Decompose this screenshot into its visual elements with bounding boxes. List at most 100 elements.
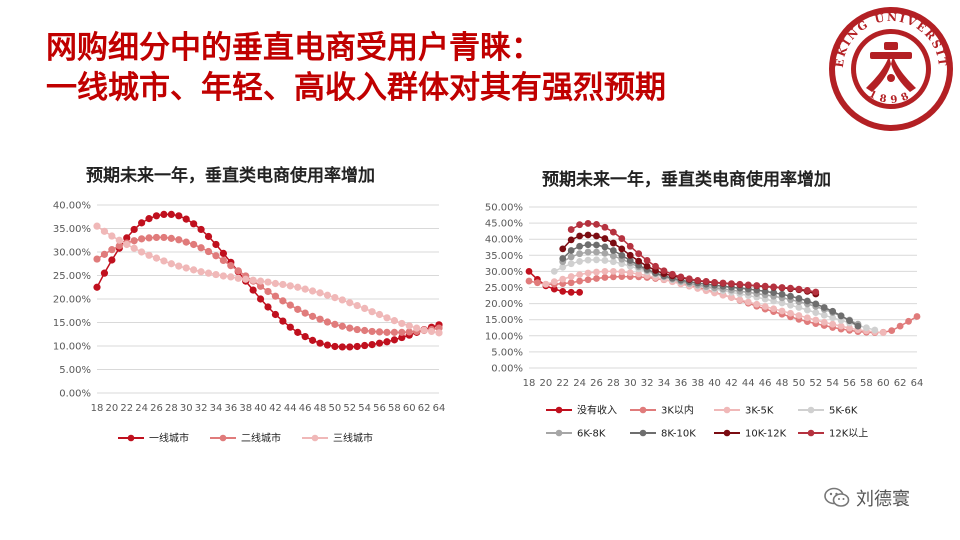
data-point: [601, 257, 609, 264]
data-point: [770, 297, 778, 305]
data-point: [787, 309, 794, 317]
data-point: [728, 294, 735, 301]
y-tick-label: 20.00%: [53, 295, 91, 306]
data-point: [803, 286, 811, 294]
data-point: [601, 243, 609, 251]
data-point: [264, 287, 272, 296]
data-point: [353, 301, 361, 310]
data-point: [576, 221, 584, 229]
data-point: [286, 282, 294, 290]
data-point: [593, 241, 600, 249]
data-point: [353, 325, 361, 334]
data-point: [584, 276, 592, 284]
data-point: [212, 270, 220, 279]
data-point: [609, 228, 617, 236]
data-point: [609, 247, 617, 254]
data-point: [219, 249, 227, 258]
data-point: [138, 235, 146, 243]
data-point: [375, 328, 384, 336]
data-point: [685, 275, 693, 283]
data-point: [550, 285, 558, 293]
data-point: [609, 239, 617, 247]
data-point: [812, 316, 820, 324]
data-point: [175, 212, 183, 220]
legend-label: 二线城市: [241, 432, 281, 445]
data-point: [567, 279, 575, 287]
data-point: [108, 232, 116, 240]
x-tick-label: 38: [239, 403, 252, 414]
data-point: [353, 342, 361, 351]
data-point: [761, 303, 769, 310]
data-point: [167, 234, 175, 242]
data-point: [643, 262, 651, 270]
series-5: [559, 241, 862, 330]
data-point: [361, 326, 369, 335]
data-point: [803, 314, 811, 322]
data-point: [609, 258, 617, 266]
data-point: [197, 244, 205, 252]
data-point: [593, 220, 600, 228]
data-point: [182, 238, 190, 246]
data-point: [584, 269, 592, 277]
legend-label: 5K-6K: [829, 406, 858, 417]
data-point: [212, 252, 220, 260]
data-point: [309, 336, 317, 344]
data-point: [559, 287, 567, 295]
x-tick-label: 24: [135, 403, 148, 414]
data-point: [888, 327, 896, 335]
data-point: [584, 241, 592, 249]
data-point: [626, 242, 634, 250]
data-point: [609, 273, 617, 281]
data-point: [601, 274, 609, 281]
data-point: [190, 220, 198, 228]
slide-title-line1: 网购细分中的垂直电商受用户青睐：: [46, 30, 542, 66]
data-point: [212, 240, 220, 249]
legend-marker: [807, 406, 815, 414]
data-point: [309, 287, 317, 295]
data-point: [728, 280, 735, 288]
data-point: [145, 215, 153, 223]
data-point: [618, 235, 626, 242]
x-tick-label: 30: [624, 378, 637, 389]
legend-marker: [723, 429, 731, 437]
data-point: [331, 342, 339, 351]
data-point: [525, 268, 533, 275]
data-point: [234, 274, 242, 282]
data-point: [626, 257, 634, 264]
data-point: [323, 291, 332, 299]
data-point: [93, 255, 101, 263]
data-point: [130, 225, 138, 234]
data-point: [609, 268, 617, 275]
data-point: [390, 317, 398, 325]
data-point: [271, 292, 280, 300]
x-tick-label: 40: [254, 403, 267, 414]
data-point: [879, 329, 887, 336]
data-point: [660, 267, 668, 275]
data-point: [204, 232, 213, 241]
x-tick-label: 48: [314, 403, 327, 414]
data-point: [635, 270, 643, 278]
x-tick-label: 18: [91, 403, 104, 414]
watermark-text: 刘德寰: [856, 489, 910, 510]
x-tick-label: 44: [742, 378, 755, 389]
data-point: [346, 324, 354, 332]
data-point: [108, 256, 116, 264]
x-tick-label: 40: [708, 378, 721, 389]
data-point: [398, 333, 406, 342]
data-point: [115, 236, 123, 244]
data-point: [550, 268, 558, 275]
data-point: [301, 333, 309, 341]
x-tick-label: 42: [725, 378, 738, 389]
data-point: [567, 247, 575, 254]
x-tick-label: 30: [180, 403, 193, 414]
data-point: [736, 296, 744, 304]
data-point: [559, 255, 567, 262]
data-point: [626, 269, 634, 277]
data-point: [175, 236, 183, 244]
y-tick-label: 40.00%: [485, 235, 523, 246]
data-point: [567, 273, 575, 280]
legend-marker: [639, 429, 647, 437]
data-point: [829, 320, 837, 328]
data-point: [803, 297, 811, 305]
data-point: [264, 278, 272, 286]
